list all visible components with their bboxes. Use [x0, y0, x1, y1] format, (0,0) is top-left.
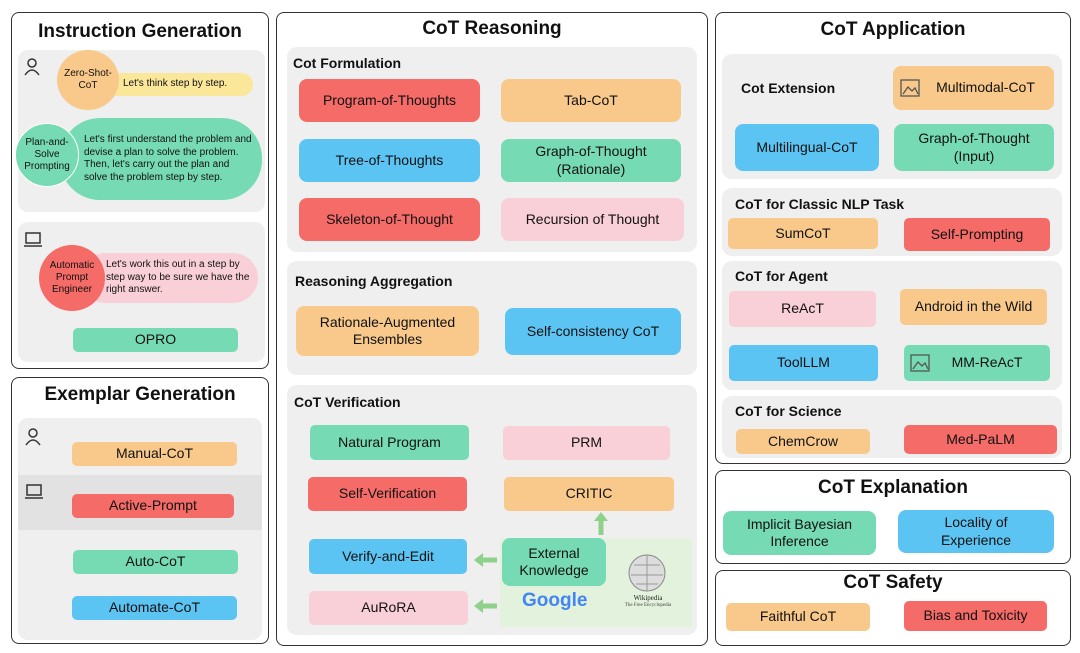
method-box: Natural Program — [310, 425, 469, 460]
panel-title: CoT Explanation — [818, 477, 968, 498]
human-icon — [25, 428, 41, 446]
image-icon — [900, 79, 920, 97]
prompt-bubble: Let's first understand the problem and d… — [60, 118, 262, 200]
wikipedia-name: Wikipedia — [633, 594, 663, 602]
prompt-bubble: Let's think step by step. — [105, 73, 253, 96]
method-box: Rationale-Augmented Ensembles — [296, 306, 479, 356]
panel-title: Instruction Generation — [38, 21, 242, 42]
panel-title: Exemplar Generation — [44, 384, 236, 405]
method-box: CRITIC — [504, 477, 674, 511]
group-label: CoT Verification — [294, 394, 401, 410]
method-box: Self-consistency CoT — [505, 308, 681, 355]
group-label: CoT for Classic NLP Task — [735, 196, 905, 212]
method-box: Graph-of-Thought (Input) — [894, 124, 1054, 171]
method-box: AuRoRA — [309, 591, 468, 625]
computer-icon — [25, 484, 43, 499]
method-box: Auto-CoT — [73, 550, 238, 574]
human-icon — [24, 58, 40, 76]
method-box: ChemCrow — [736, 429, 870, 454]
method-box: Recursion of Thought — [501, 198, 684, 241]
group-label: Cot Formulation — [293, 55, 402, 71]
method-box: OPRO — [73, 328, 238, 352]
method-circle: Plan-and-Solve Prompting — [15, 123, 79, 187]
computer-icon — [24, 232, 42, 247]
method-box: Self-Verification — [308, 477, 467, 511]
method-box: ToolLLM — [729, 345, 878, 381]
method-box: Skeleton-of-Thought — [299, 198, 480, 241]
prompt-bubble: Let's work this out in a step by step wa… — [80, 253, 258, 303]
method-box: Graph-of-Thought (Rationale) — [501, 139, 681, 182]
group-label: CoT for Agent — [735, 268, 828, 284]
method-box: Self-Prompting — [904, 218, 1050, 251]
method-box: Med-PaLM — [904, 425, 1057, 454]
knowledge-box: External Knowledge — [502, 538, 606, 586]
method-box: Automate-CoT — [72, 596, 237, 620]
method-box: Android in the Wild — [900, 289, 1047, 325]
method-box: Implicit Bayesian Inference — [723, 511, 876, 555]
wikipedia-tagline: The Free Encyclopedia — [624, 603, 672, 608]
arrows — [474, 512, 608, 613]
panel-title: CoT Safety — [843, 572, 943, 593]
group-label: CoT for Science — [735, 403, 842, 419]
method-box: Multilingual-CoT — [735, 124, 879, 171]
method-box: Verify-and-Edit — [309, 539, 467, 574]
method-box: Multimodal-CoT — [893, 66, 1054, 110]
method-box: Bias and Toxicity — [904, 601, 1047, 631]
method-box: PRM — [503, 426, 670, 460]
method-box: MM-ReAcT — [904, 345, 1050, 381]
method-box: Program-of-Thoughts — [299, 79, 480, 122]
method-box: Faithful CoT — [726, 603, 870, 631]
method-box: SumCoT — [728, 218, 878, 249]
group-label: Cot Extension — [741, 80, 836, 96]
method-box: Locality of Experience — [898, 510, 1054, 553]
method-box: Manual-CoT — [72, 442, 237, 466]
google-logo: Google — [522, 590, 588, 611]
group-label: Reasoning Aggregation — [295, 273, 453, 289]
method-box: Tree-of-Thoughts — [299, 139, 480, 182]
method-box: Active-Prompt — [72, 494, 234, 518]
image-icon — [910, 354, 930, 372]
panel-title: CoT Reasoning — [422, 18, 562, 39]
method-box: Tab-CoT — [501, 79, 681, 122]
method-circle: Automatic Prompt Engineer — [39, 245, 105, 311]
wikipedia-globe — [628, 554, 666, 592]
method-box: ReAcT — [729, 291, 876, 327]
panel-title: CoT Application — [820, 19, 966, 40]
method-circle: Zero-Shot-CoT — [57, 50, 119, 110]
